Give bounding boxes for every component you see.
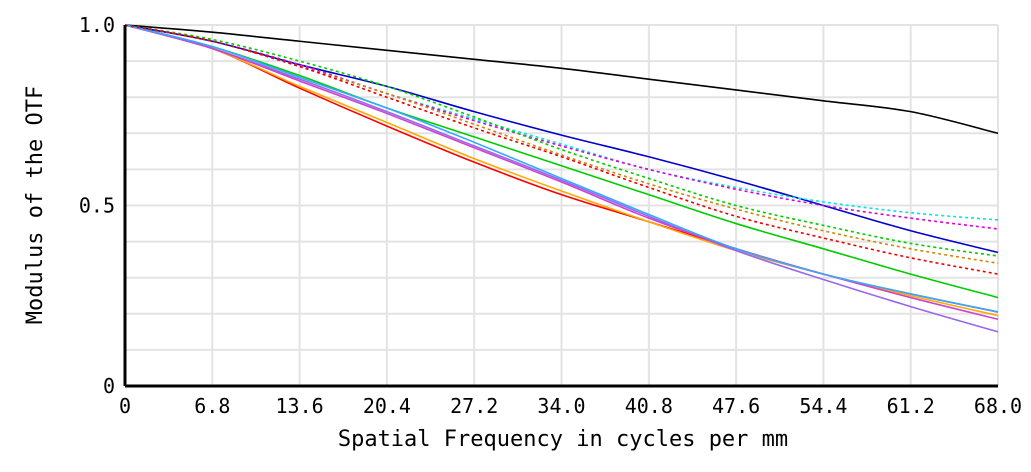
- x-tick-label: 27.2: [450, 394, 498, 418]
- series-line-10: [124, 24, 999, 230]
- axes: [123, 25, 998, 388]
- x-tick-label: 34.0: [537, 394, 585, 418]
- x-tick-label: 47.6: [712, 394, 760, 418]
- series-line-6: [124, 24, 999, 333]
- series-group: [124, 24, 999, 333]
- y-tick-label: 0: [103, 374, 115, 398]
- x-tick-label: 20.4: [363, 394, 411, 418]
- x-tick-label: 61.2: [887, 394, 935, 418]
- series-line-8: [124, 24, 999, 313]
- series-line-13: [124, 24, 999, 275]
- tick-labels: 0 6.8 13.6 20.4 27.2 34.0 40.8 47.6 54.4 61.2 68.0…: [79, 13, 1022, 418]
- x-tick-label: 0: [119, 394, 131, 418]
- series-line-7: [124, 24, 999, 320]
- x-tick-label: 13.6: [276, 394, 324, 418]
- x-tick-label: 40.8: [625, 394, 673, 418]
- x-tick-label: 54.4: [799, 394, 847, 418]
- grid: [124, 24, 999, 387]
- series-line-1: [124, 24, 999, 135]
- x-tick-label: 6.8: [194, 394, 230, 418]
- series-line-11: [124, 24, 999, 257]
- series-line-3: [124, 24, 999, 299]
- y-axis-label: Modulus of the OTF: [23, 86, 48, 324]
- x-tick-label: 68.0: [974, 394, 1022, 418]
- y-tick-label: 0.5: [79, 194, 115, 218]
- x-axis-label: Spatial Frequency in cycles per mm: [338, 427, 788, 452]
- y-tick-label: 1.0: [79, 13, 115, 37]
